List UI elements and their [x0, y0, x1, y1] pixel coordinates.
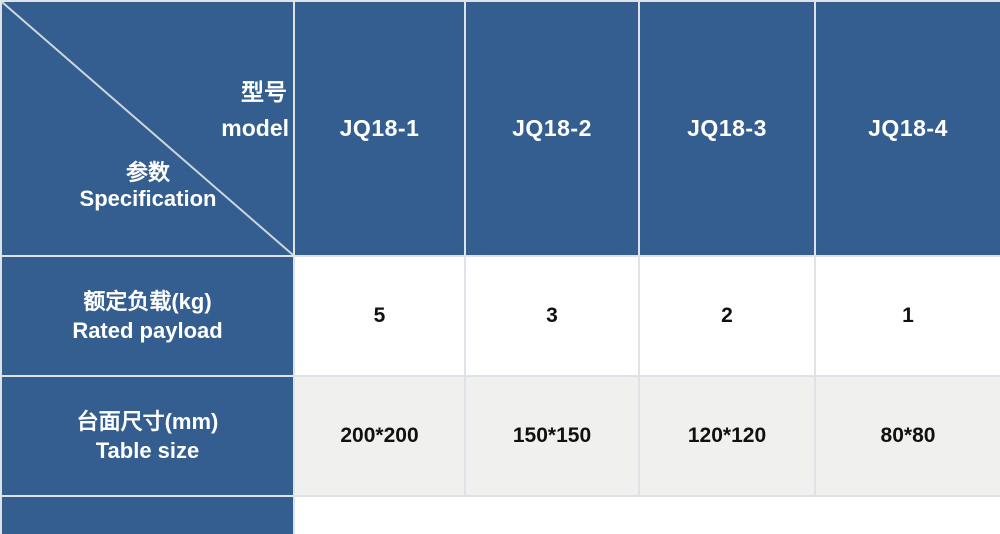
- column-header-jq18-1: JQ18-1: [295, 2, 464, 255]
- row-label-table-size: 台面尺寸(mm) Table size: [2, 377, 293, 495]
- rated-payload-value-jq18-1: 5: [295, 257, 464, 375]
- table-size-value-jq18-4: 80*80: [816, 377, 1000, 495]
- rated-payload-value-jq18-4: 1: [816, 257, 1000, 375]
- row-label-partial: [2, 497, 293, 534]
- corner-model-label-en: model: [221, 115, 289, 141]
- corner-model-label-zh: 型号: [241, 79, 287, 105]
- table-size-value-jq18-3: 120*120: [640, 377, 814, 495]
- table-size-value-jq18-2: 150*150: [466, 377, 638, 495]
- row-label-rated-payload-en: Rated payload: [72, 318, 223, 343]
- row-label-rated-payload: 额定负载(kg) Rated payload: [2, 257, 293, 375]
- corner-spec-label: 参数 Specification: [48, 160, 248, 212]
- rated-payload-value-jq18-3: 2: [640, 257, 814, 375]
- corner-spec-label-zh: 参数: [125, 160, 170, 185]
- column-header-jq18-4: JQ18-4: [816, 2, 1000, 255]
- row-label-table-size-zh: 台面尺寸(mm): [76, 409, 219, 434]
- row-label-rated-payload-zh: 额定负载(kg): [83, 289, 212, 314]
- partial-row-values-area: [295, 497, 1000, 534]
- diagonal-divider-line: [2, 2, 293, 255]
- column-header-jq18-2: JQ18-2: [466, 2, 638, 255]
- row-label-table-size-en: Table size: [95, 438, 200, 463]
- column-header-jq18-3: JQ18-3: [640, 2, 814, 255]
- table-size-value-jq18-1: 200*200: [295, 377, 464, 495]
- corner-spec-label-en: Specification: [79, 186, 217, 211]
- rated-payload-value-jq18-2: 3: [466, 257, 638, 375]
- corner-header-cell: 型号 model 参数 Specification: [2, 2, 293, 255]
